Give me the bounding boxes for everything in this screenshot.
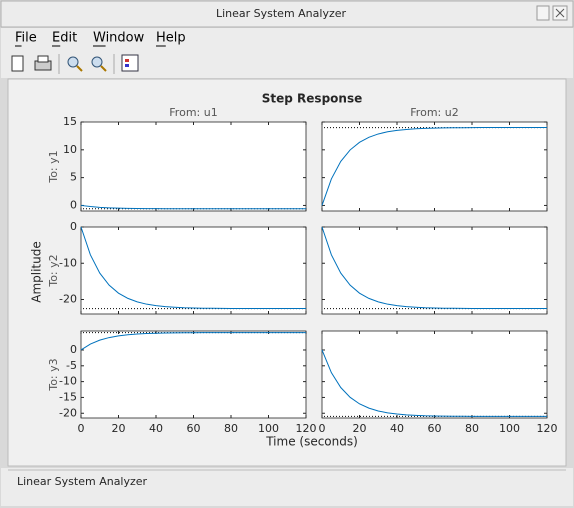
axes — [80, 121, 307, 212]
x-axis-label: Time (seconds) — [265, 435, 358, 449]
step-curve — [321, 349, 547, 417]
x-tick-label: 120 — [296, 422, 317, 435]
row-label: To: y1 — [47, 150, 60, 183]
step-curve — [80, 226, 306, 310]
x-tick-label: 80 — [224, 422, 238, 435]
axes — [321, 330, 548, 419]
y-tick-label: -15 — [59, 390, 77, 403]
axes — [80, 330, 307, 419]
title-bar — [0, 0, 574, 28]
window-title: Linear System Analyzer — [216, 7, 347, 20]
x-tick-label: 60 — [428, 422, 442, 435]
x-tick-label: 100 — [499, 422, 520, 435]
plot-title: Step Response — [262, 92, 362, 106]
step-curve — [321, 127, 547, 206]
status-bar — [1, 468, 573, 506]
axes — [321, 121, 548, 212]
y-tick-label: -20 — [59, 406, 77, 419]
y-tick-label: 15 — [63, 115, 77, 128]
y-tick-label: 0 — [70, 343, 77, 356]
x-tick-label: 0 — [78, 422, 85, 435]
x-tick-label: 40 — [390, 422, 404, 435]
toolbar — [1, 50, 573, 78]
x-tick-label: 0 — [319, 422, 326, 435]
close-icon — [555, 8, 565, 18]
x-tick-label: 80 — [465, 422, 479, 435]
row-label: To: y3 — [47, 358, 60, 391]
x-tick-label: 40 — [149, 422, 163, 435]
icon-part — [125, 64, 129, 67]
zoom-handle — [76, 65, 83, 72]
new-icon[interactable] — [11, 55, 24, 72]
y-tick-label: 5 — [70, 171, 77, 184]
x-tick-label: 100 — [258, 422, 279, 435]
minimize-button[interactable] — [536, 5, 550, 21]
icon-part — [125, 59, 129, 62]
menu-bar — [1, 28, 573, 50]
x-tick-label: 20 — [112, 422, 126, 435]
y-tick-label: 10 — [63, 143, 77, 156]
row-label: To: y2 — [47, 254, 60, 287]
axes — [321, 226, 548, 315]
status-text: Linear System Analyzer — [17, 475, 148, 488]
x-tick-label: 120 — [537, 422, 558, 435]
y-tick-label: -10 — [59, 375, 77, 388]
zoom-in-icon[interactable] — [67, 56, 79, 68]
toolbar-icons — [11, 54, 139, 74]
x-tick-label: 60 — [187, 422, 201, 435]
menu-item[interactable]: File — [15, 31, 37, 46]
step-curve — [80, 332, 306, 351]
menu-item[interactable]: Window — [93, 31, 145, 46]
y-tick-label: 0 — [70, 198, 77, 211]
zoom-handle — [100, 65, 107, 72]
column-label: From: u1 — [169, 106, 217, 119]
y-tick-label: -20 — [59, 293, 77, 306]
axes — [80, 226, 307, 315]
step-curve — [80, 204, 306, 210]
y-axis-label: Amplitude — [30, 241, 44, 303]
window-buttons[interactable] — [536, 5, 568, 21]
menu-item[interactable]: Edit — [52, 31, 77, 46]
plot-config-icon[interactable] — [121, 54, 139, 72]
y-tick-label: -5 — [66, 359, 77, 372]
x-tick-label: 20 — [353, 422, 367, 435]
menu-item[interactable]: Help — [156, 31, 186, 46]
column-label: From: u2 — [410, 106, 458, 119]
y-tick-label: 0 — [70, 220, 77, 233]
y-tick-label: -10 — [59, 256, 77, 269]
zoom-out-icon[interactable] — [91, 56, 103, 68]
print-icon-paper — [37, 55, 49, 63]
step-curve — [321, 226, 547, 310]
